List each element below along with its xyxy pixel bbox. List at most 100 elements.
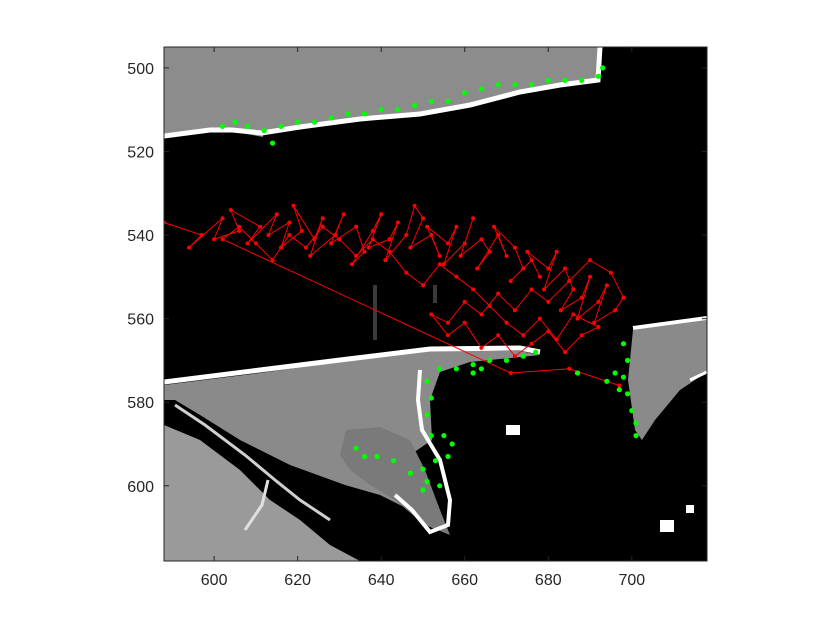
data-point bbox=[533, 349, 539, 355]
data-point bbox=[554, 249, 559, 254]
image-streak-1 bbox=[373, 285, 377, 340]
data-point bbox=[424, 378, 430, 384]
data-point bbox=[596, 299, 601, 304]
data-point bbox=[629, 408, 635, 414]
data-point bbox=[574, 370, 581, 376]
data-point bbox=[266, 233, 271, 237]
data-point bbox=[625, 391, 631, 397]
data-point bbox=[478, 366, 484, 372]
data-point bbox=[220, 216, 225, 221]
data-point bbox=[471, 287, 476, 292]
data-point bbox=[571, 287, 576, 292]
data-point bbox=[378, 107, 384, 113]
data-point bbox=[362, 249, 367, 254]
data-point bbox=[354, 253, 359, 258]
data-point bbox=[492, 224, 496, 229]
data-point bbox=[270, 140, 276, 146]
data-point bbox=[232, 119, 238, 125]
data-point bbox=[429, 312, 434, 317]
data-point bbox=[424, 412, 430, 418]
data-point bbox=[567, 366, 572, 371]
data-point bbox=[437, 483, 443, 489]
data-point bbox=[604, 378, 610, 384]
image-edge-wedge bbox=[393, 369, 453, 535]
data-point bbox=[391, 458, 397, 464]
data-point bbox=[588, 258, 592, 263]
data-point bbox=[295, 119, 301, 125]
y-tick-label: 560 bbox=[127, 312, 154, 329]
data-point bbox=[395, 220, 400, 225]
data-point bbox=[529, 341, 534, 346]
data-point bbox=[595, 73, 602, 79]
data-point bbox=[608, 270, 613, 275]
data-point bbox=[404, 233, 409, 237]
data-point bbox=[441, 262, 446, 267]
data-point bbox=[554, 337, 559, 342]
data-point bbox=[563, 350, 567, 355]
data-point bbox=[287, 233, 292, 237]
data-point bbox=[487, 249, 492, 254]
image-edge-right-lower bbox=[689, 370, 707, 382]
x-tick-label: 600 bbox=[201, 572, 228, 589]
data-point bbox=[600, 65, 606, 71]
data-point bbox=[479, 237, 484, 242]
y-tick-label: 520 bbox=[127, 144, 154, 161]
data-point bbox=[445, 98, 451, 104]
data-point bbox=[558, 308, 563, 313]
data-point bbox=[304, 245, 308, 250]
data-point bbox=[425, 224, 430, 229]
data-point bbox=[575, 316, 580, 321]
data-point bbox=[428, 98, 434, 104]
data-point bbox=[312, 237, 317, 242]
data-point bbox=[454, 224, 459, 229]
data-point bbox=[287, 220, 292, 225]
image-regions bbox=[164, 47, 707, 561]
data-point bbox=[404, 270, 409, 275]
image-region-bottom-left-lower bbox=[164, 425, 360, 561]
data-point bbox=[199, 233, 204, 237]
series-layer bbox=[164, 65, 639, 493]
data-point bbox=[278, 123, 284, 129]
data-point bbox=[520, 353, 526, 359]
data-point bbox=[562, 77, 568, 83]
data-point bbox=[620, 374, 627, 380]
data-point bbox=[479, 345, 484, 350]
data-point bbox=[412, 102, 418, 109]
image-region-wedge bbox=[340, 427, 450, 535]
data-point bbox=[361, 111, 368, 117]
data-point bbox=[212, 237, 217, 242]
data-point bbox=[546, 299, 551, 304]
data-point bbox=[437, 366, 443, 372]
data-point bbox=[420, 466, 426, 472]
data-point bbox=[512, 82, 518, 88]
data-point bbox=[329, 241, 334, 246]
x-axis: 600 620 640 660 680 700 bbox=[201, 47, 645, 589]
image-streak-2 bbox=[433, 285, 437, 303]
data-point bbox=[374, 453, 380, 460]
data-point bbox=[592, 320, 597, 325]
data-point bbox=[420, 487, 426, 493]
y-tick-label: 580 bbox=[127, 395, 154, 412]
data-point bbox=[475, 266, 480, 271]
data-point bbox=[387, 237, 392, 242]
data-point bbox=[567, 279, 572, 283]
data-point bbox=[328, 115, 334, 121]
y-tick-label: 540 bbox=[127, 228, 154, 245]
data-point bbox=[529, 258, 534, 263]
data-point bbox=[613, 308, 618, 313]
image-edge-diagonal bbox=[174, 403, 331, 522]
data-point bbox=[512, 245, 517, 250]
data-point bbox=[245, 241, 250, 246]
data-point bbox=[437, 253, 442, 258]
data-point bbox=[462, 320, 467, 325]
data-point bbox=[350, 262, 354, 267]
data-point bbox=[429, 233, 434, 237]
series-0 bbox=[164, 203, 626, 388]
data-point bbox=[462, 241, 467, 246]
y-axis: 500 520 540 560 580 600 bbox=[127, 61, 707, 496]
data-point bbox=[462, 90, 468, 96]
data-point bbox=[621, 295, 626, 300]
data-point bbox=[261, 128, 267, 134]
data-point bbox=[633, 433, 639, 439]
